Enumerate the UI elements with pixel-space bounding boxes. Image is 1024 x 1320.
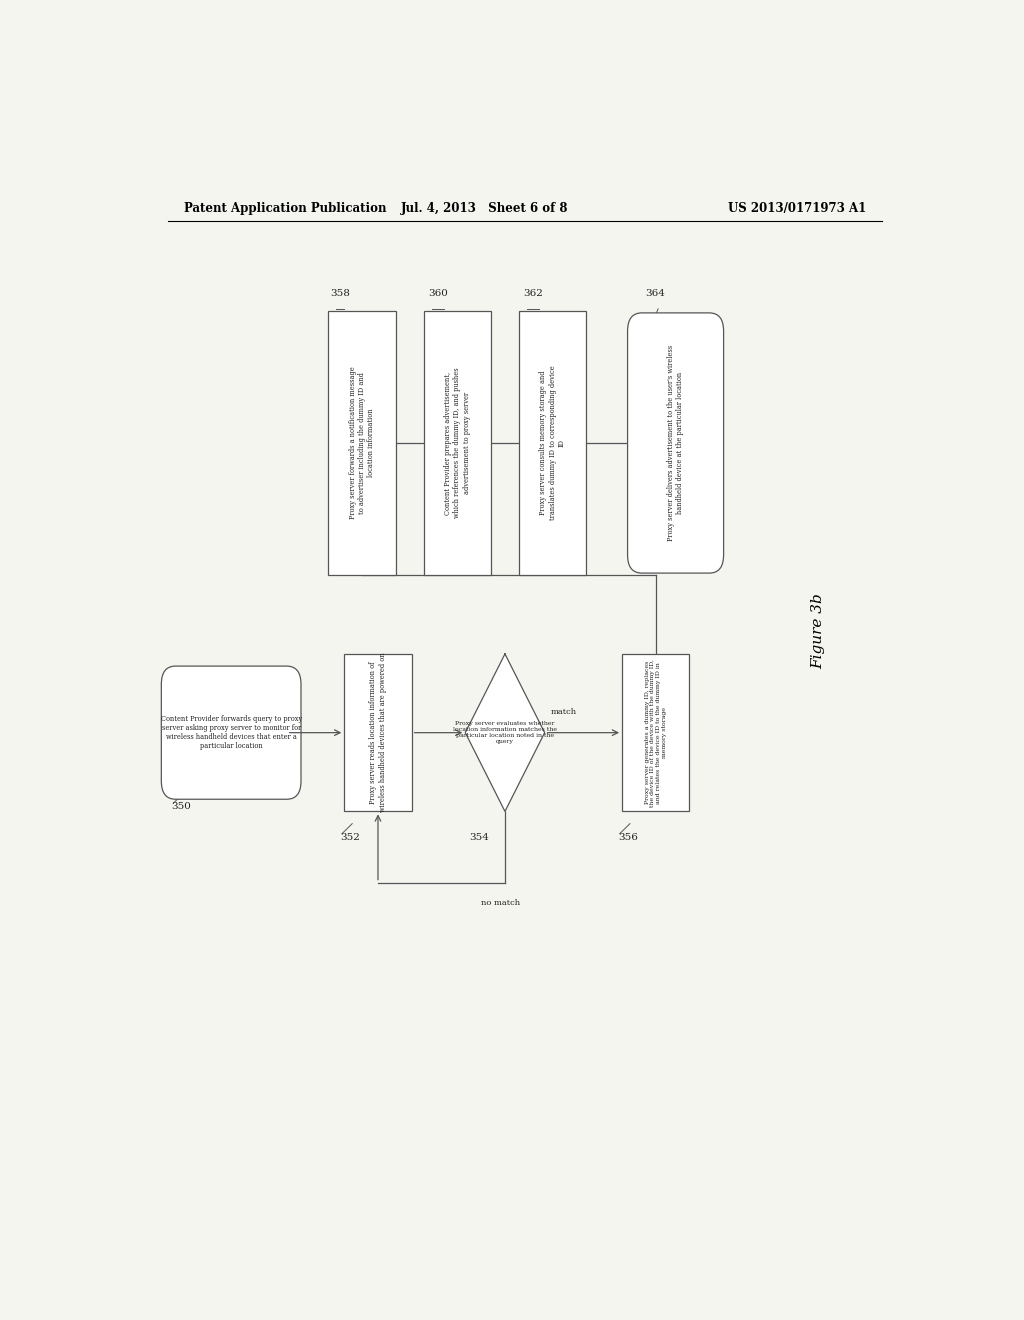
Text: Patent Application Publication: Patent Application Publication (183, 202, 386, 215)
FancyBboxPatch shape (628, 313, 724, 573)
Text: Figure 3b: Figure 3b (811, 593, 825, 669)
Bar (622, 653, 689, 812)
Text: 364: 364 (645, 289, 666, 297)
Bar (344, 653, 412, 812)
Text: Proxy server forwards a notification message
to advertiser including the dummy I: Proxy server forwards a notification mes… (349, 367, 376, 519)
Polygon shape (465, 653, 545, 812)
Text: Content Provider prepares advertisement,
which references the dummy ID, and push: Content Provider prepares advertisement,… (444, 368, 471, 519)
Text: 354: 354 (469, 833, 489, 842)
Text: 352: 352 (340, 833, 360, 842)
Bar (424, 312, 492, 576)
FancyBboxPatch shape (162, 667, 301, 799)
Text: Jul. 4, 2013   Sheet 6 of 8: Jul. 4, 2013 Sheet 6 of 8 (401, 202, 569, 215)
Text: no match: no match (481, 899, 520, 907)
Text: 350: 350 (172, 803, 191, 812)
Text: Proxy server evaluates whether
location information matches the
particular locat: Proxy server evaluates whether location … (453, 722, 557, 744)
Text: 356: 356 (618, 833, 638, 842)
Text: 362: 362 (523, 289, 543, 297)
Text: match: match (551, 709, 578, 717)
Text: Proxy server generates a dummy ID, replaces
the device ID of the device with the: Proxy server generates a dummy ID, repla… (644, 659, 667, 807)
Text: Proxy server consults memory storage and
translates dummy ID to corresponding de: Proxy server consults memory storage and… (540, 366, 566, 520)
Text: Proxy server reads location information of
wireless handheld devices that are po: Proxy server reads location information … (370, 653, 387, 812)
Text: US 2013/0171973 A1: US 2013/0171973 A1 (728, 202, 866, 215)
Text: 358: 358 (331, 289, 350, 297)
Bar (519, 312, 587, 576)
Bar (329, 312, 396, 576)
Text: Proxy server delivers advertisement to the user's wireless
handheld device at th: Proxy server delivers advertisement to t… (667, 345, 684, 541)
Text: 360: 360 (428, 289, 447, 297)
Text: Content Provider forwards query to proxy
server asking proxy server to monitor f: Content Provider forwards query to proxy… (161, 715, 302, 751)
